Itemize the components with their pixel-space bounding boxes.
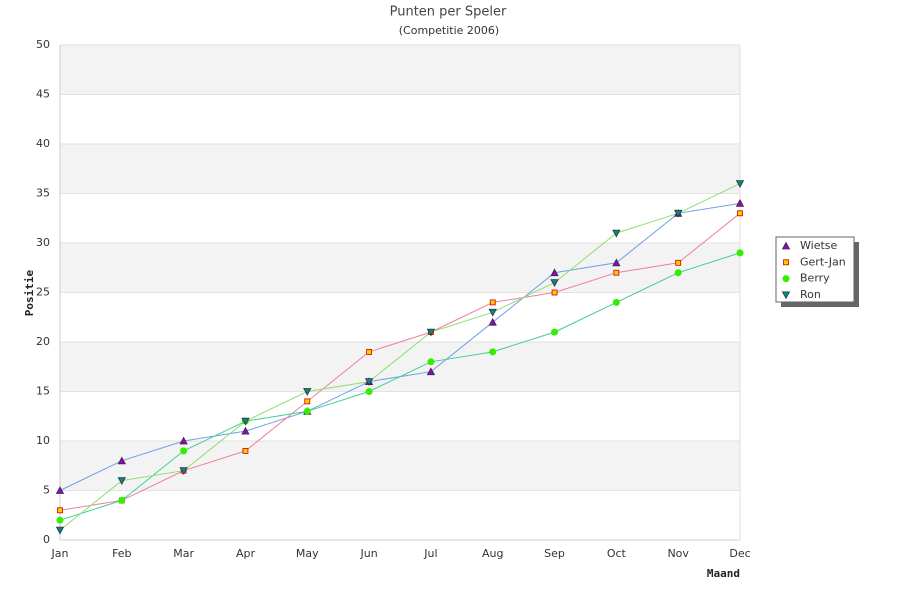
y-tick-label: 20 [36, 335, 50, 348]
grid-band [60, 144, 740, 194]
x-tick-label: Jan [51, 547, 69, 560]
marker [488, 317, 497, 326]
marker [674, 269, 682, 277]
legend-label: Gert-Jan [800, 255, 846, 268]
marker [55, 486, 65, 494]
marker [303, 407, 311, 415]
x-axis-title: Maand [707, 567, 740, 580]
y-tick-label: 15 [36, 385, 50, 398]
marker [304, 398, 311, 405]
x-tick-label: Sep [544, 547, 565, 560]
legend-label: Berry [800, 272, 830, 285]
marker [612, 298, 620, 306]
marker [117, 456, 126, 465]
grid-band [60, 243, 740, 293]
x-tick-label: Mar [173, 547, 194, 560]
marker [735, 199, 745, 207]
marker [303, 388, 312, 396]
x-tick-label: Feb [112, 547, 131, 560]
y-tick-label: 40 [36, 137, 50, 150]
y-tick-label: 10 [36, 434, 50, 447]
y-tick-label: 35 [36, 187, 50, 200]
y-tick-label: 45 [36, 88, 50, 101]
marker [550, 279, 559, 287]
series-line [59, 212, 741, 511]
y-tick-label: 50 [36, 38, 50, 51]
marker [179, 436, 188, 445]
grid-band [60, 342, 740, 392]
marker [783, 259, 789, 266]
marker [551, 328, 559, 336]
marker [737, 210, 743, 217]
marker [781, 241, 791, 250]
marker [56, 516, 64, 524]
x-tick-label: Apr [236, 547, 256, 560]
x-tick-label: Dec [729, 547, 750, 560]
grid-band [60, 441, 740, 491]
chart-subtitle: (Competitie 2006) [399, 24, 499, 37]
marker [613, 269, 620, 276]
marker [426, 367, 436, 376]
y-tick-label: 30 [36, 236, 50, 249]
grid-band [60, 45, 740, 95]
series-line [59, 183, 741, 531]
marker [781, 291, 791, 300]
marker [736, 249, 744, 257]
marker [489, 299, 496, 306]
y-tick-label: 5 [43, 484, 50, 497]
marker [118, 496, 126, 504]
marker [366, 348, 372, 355]
marker [550, 268, 559, 277]
marker [612, 258, 621, 267]
marker [612, 229, 621, 238]
marker [426, 328, 436, 337]
marker [488, 308, 497, 317]
marker [427, 358, 435, 366]
y-tick-label: 25 [36, 286, 50, 299]
marker [241, 426, 250, 435]
marker [180, 447, 188, 455]
x-tick-label: Jul [423, 547, 437, 560]
marker [674, 209, 683, 218]
marker [57, 507, 63, 514]
marker [241, 417, 250, 426]
marker [55, 526, 65, 535]
x-tick-label: Jun [359, 547, 377, 560]
marker [117, 477, 126, 485]
chart-title: Punten per Speler [390, 5, 507, 20]
marker [242, 447, 249, 454]
marker [675, 259, 682, 266]
y-axis-title: Positie [23, 269, 36, 316]
marker [364, 378, 374, 386]
legend-label: Ron [800, 288, 821, 301]
legend: Wietse Gert-Jan Berry Ron [775, 236, 855, 303]
marker [782, 275, 790, 283]
x-tick-label: Nov [667, 547, 689, 560]
marker [735, 180, 745, 188]
legend-label: Wietse [800, 239, 838, 252]
x-tick-label: May [296, 547, 319, 560]
marker [489, 348, 497, 356]
y-tick-label: 0 [43, 533, 50, 546]
marker [179, 467, 188, 476]
x-tick-label: Oct [607, 547, 627, 560]
marker [365, 388, 373, 395]
marker [551, 289, 558, 296]
series-line [59, 252, 741, 521]
x-tick-label: Aug [482, 547, 503, 560]
